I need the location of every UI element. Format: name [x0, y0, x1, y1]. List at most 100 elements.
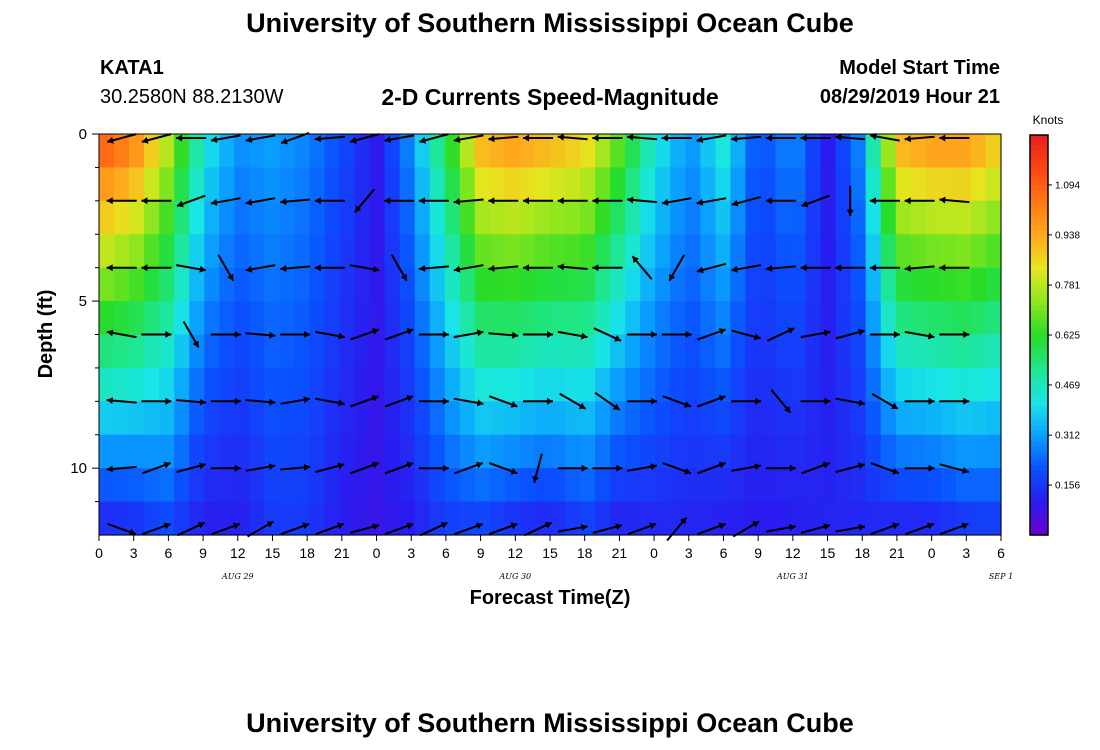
current-vector [592, 134, 623, 142]
heatmap-cell [865, 401, 882, 436]
heatmap-cell [805, 267, 822, 302]
heatmap-cell [580, 401, 596, 436]
heatmap-cell [99, 167, 115, 202]
heatmap-cell [354, 501, 371, 536]
heatmap-cell [715, 367, 731, 402]
current-vector [453, 397, 484, 407]
heatmap-cell [895, 200, 912, 235]
heatmap-cell [820, 267, 837, 302]
colorbar-segment [1030, 180, 1048, 186]
heatmap-cell [219, 468, 235, 503]
heatmap-cell [925, 267, 942, 302]
current-vector [141, 264, 172, 272]
heatmap-cell [309, 234, 326, 269]
heatmap-cell [309, 334, 326, 369]
heatmap-cell [174, 468, 190, 503]
heatmap-cell [519, 234, 536, 269]
heatmap-cell [850, 200, 867, 235]
heatmap-cell [204, 367, 220, 402]
current-vector [904, 330, 935, 340]
heatmap-cell [565, 468, 581, 503]
current-vector [141, 197, 172, 205]
model-start-value: 08/29/2019 Hour 21 [819, 86, 1000, 108]
x-tick-label: 18 [577, 545, 593, 561]
heatmap-cell [99, 501, 115, 536]
heatmap-cell [279, 434, 296, 469]
heatmap-cell [550, 267, 566, 302]
heatmap-cell [820, 334, 837, 369]
heatmap-cell [144, 501, 160, 536]
x-tick-label: 15 [265, 545, 281, 561]
colorbar-segment [1030, 170, 1048, 176]
heatmap-cell [595, 434, 611, 469]
heatmap-cell [384, 301, 401, 336]
heatmap-cell [610, 367, 626, 402]
heatmap-cell [580, 367, 596, 402]
current-vector [314, 264, 345, 272]
heatmap-cell [429, 167, 446, 202]
colorbar-segment [1030, 470, 1048, 476]
heatmap-cell [565, 134, 581, 169]
heatmap-cell [700, 401, 716, 436]
current-vector [557, 330, 588, 340]
heatmap-cell [384, 434, 401, 469]
heatmap-cell [880, 167, 897, 202]
heatmap-cell [219, 234, 235, 269]
heatmap-cell [775, 401, 792, 436]
heatmap-cell [985, 267, 1002, 302]
current-vector [523, 264, 553, 272]
heatmap-cell [745, 501, 762, 536]
heatmap-cell [369, 367, 386, 402]
heatmap-cell [354, 234, 371, 269]
heatmap-cell [354, 134, 371, 169]
current-vector [384, 134, 415, 143]
heatmap-cell [865, 434, 882, 469]
heatmap-cell [745, 334, 762, 369]
heatmap-cell [384, 367, 401, 402]
current-vector [523, 521, 553, 537]
colorbar-segment [1030, 230, 1048, 236]
heatmap-cell [459, 434, 476, 469]
heatmap-cell [159, 200, 175, 235]
current-vector [696, 134, 727, 143]
current-vector [731, 196, 761, 207]
current-vector [904, 197, 935, 205]
heatmap-cell [910, 200, 927, 235]
heatmap-cell [775, 301, 792, 336]
heatmap-cell [595, 134, 611, 169]
heatmap-cell [835, 134, 852, 169]
heatmap-cell [429, 501, 446, 536]
heatmap-cell [114, 434, 130, 469]
heatmap-cell [234, 134, 250, 169]
heatmap-cell [745, 367, 762, 402]
heatmap-cell [685, 134, 701, 169]
heatmap-cell [685, 334, 701, 369]
heatmap-cell [504, 334, 521, 369]
heatmap-cell [159, 468, 175, 503]
current-vector [800, 523, 831, 534]
colorbar-segment [1030, 175, 1048, 181]
heatmap-cell [805, 367, 822, 402]
heatmap-cell [595, 334, 611, 369]
heatmap-cell [129, 334, 145, 369]
colorbar-segment [1030, 345, 1048, 351]
heatmap-cell [670, 468, 686, 503]
heatmap-cell [715, 134, 731, 169]
current-vector [453, 198, 484, 206]
heatmap-cell [489, 468, 506, 503]
colorbar-segment [1030, 500, 1048, 506]
current-vector [384, 328, 414, 341]
heatmap-cell [670, 401, 686, 436]
colorbar-segment [1030, 255, 1048, 261]
heatmap-cell [279, 334, 296, 369]
heatmap-cell [625, 334, 641, 369]
current-vector [106, 397, 137, 404]
heatmap-cell [384, 267, 401, 302]
heatmap-cell [324, 200, 341, 235]
colorbar-segment [1030, 250, 1048, 256]
heatmap-cell [159, 234, 175, 269]
heatmap-cell [264, 301, 280, 336]
heatmap-cell [880, 301, 897, 336]
heatmap-cell [595, 401, 611, 436]
current-vector [732, 520, 760, 538]
